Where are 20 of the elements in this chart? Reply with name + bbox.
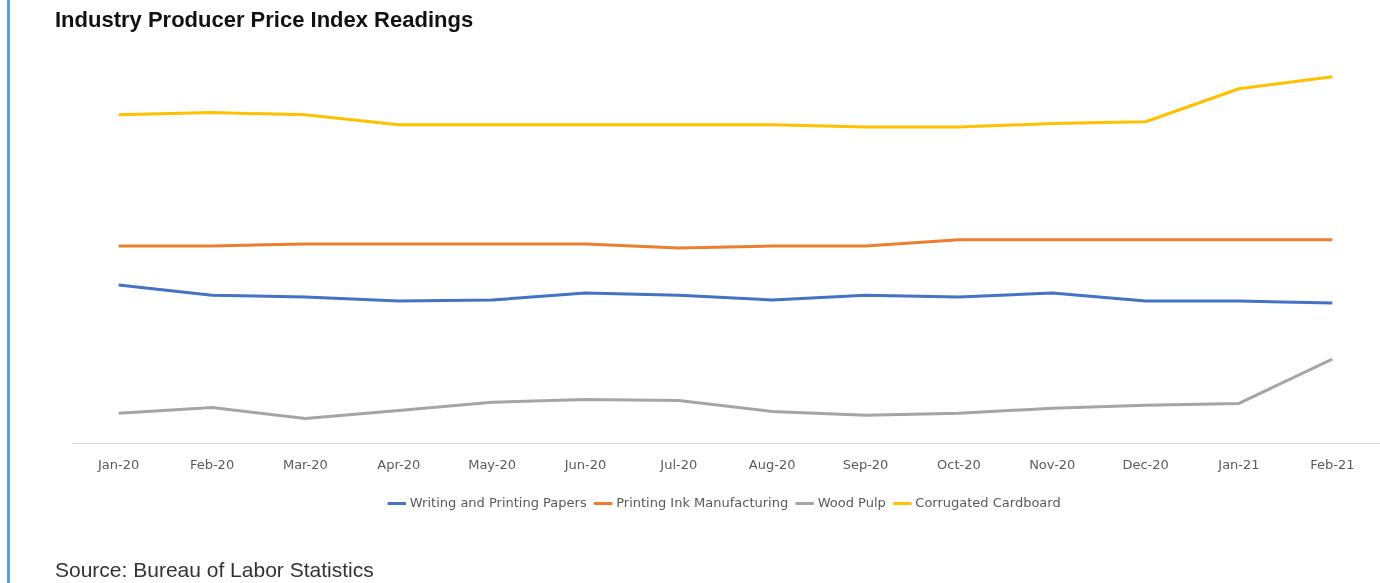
legend-label: Corrugated Cardboard [915,494,1061,510]
x-tick-label: Feb-21 [1310,456,1355,472]
x-tick-label: Jan-21 [1217,456,1260,472]
chart-title: Industry Producer Price Index Readings [55,7,474,33]
legend-label: Wood Pulp [817,494,886,510]
legend-label: Writing and Printing Papers [409,494,587,510]
legend-label: Printing Ink Manufacturing [616,494,789,510]
x-tick-label: Dec-20 [1122,456,1169,472]
x-tick-label: Apr-20 [377,456,421,472]
x-tick-label: Jan-20 [97,456,140,472]
source-note: Source: Bureau of Labor Statistics [55,558,374,582]
x-tick-label: Sep-20 [842,456,889,472]
x-tick-label: Mar-20 [282,456,328,472]
x-tick-label: May-20 [468,456,517,472]
x-tick-label: Jun-20 [563,456,607,472]
x-tick-label: Aug-20 [748,456,796,472]
x-tick-label: Nov-20 [1029,456,1076,472]
x-tick-label: Feb-20 [189,456,235,472]
x-tick-label: Jul-20 [659,456,698,472]
x-tick-label: Oct-20 [937,456,981,472]
